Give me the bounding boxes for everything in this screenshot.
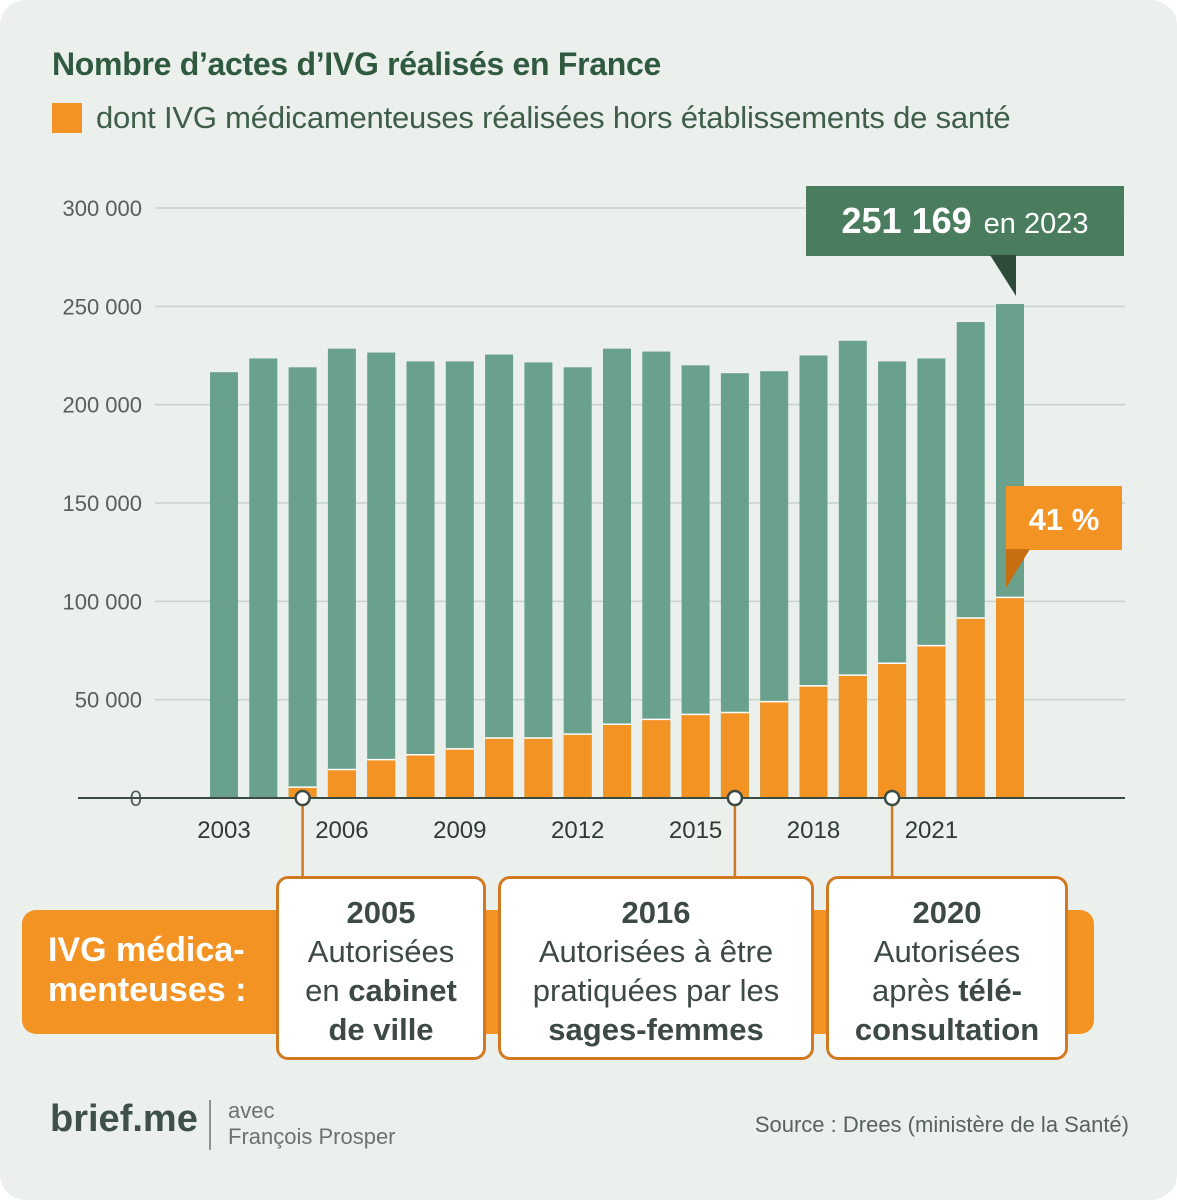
callout-year: 2005 bbox=[346, 895, 416, 930]
callout-line: après bbox=[872, 973, 959, 1008]
footer-author: avec François Prosper bbox=[228, 1098, 396, 1150]
total-suffix: en 2023 bbox=[984, 208, 1089, 240]
bar-outside bbox=[917, 645, 946, 798]
bar-total bbox=[445, 361, 474, 798]
brand-logo: brief.me bbox=[50, 1098, 198, 1140]
bar-outside bbox=[327, 769, 356, 798]
callout-bold: sages-femmes bbox=[548, 1012, 764, 1047]
y-tick-label: 300 000 bbox=[62, 196, 142, 221]
bar-total bbox=[563, 367, 592, 798]
x-tick-label: 2006 bbox=[315, 817, 368, 844]
x-tick-label: 2009 bbox=[433, 817, 486, 844]
legend-label: dont IVG médicamenteuses réalisées hors … bbox=[96, 100, 1011, 135]
callout-2020: 2020 Autorisées après télé- consultation bbox=[826, 876, 1068, 1060]
total-value: 251 169 bbox=[842, 200, 972, 241]
source-note: Source : Drees (ministère de la Santé) bbox=[754, 1112, 1129, 1137]
callout-2005: 2005 Autorisées en cabinet de ville bbox=[276, 876, 486, 1060]
y-tick-label: 250 000 bbox=[62, 294, 142, 319]
callout-bold: télé- bbox=[958, 973, 1022, 1008]
y-tick-label: 100 000 bbox=[62, 589, 142, 614]
callout-bold: de ville bbox=[328, 1012, 434, 1047]
chart-title: Nombre d’actes d’IVG réalisés en France bbox=[52, 46, 662, 82]
bar-outside bbox=[996, 597, 1024, 798]
connector-dot bbox=[726, 789, 744, 807]
legend-swatch-orange bbox=[52, 103, 82, 133]
bar-outside bbox=[367, 759, 396, 798]
y-tick-label: 200 000 bbox=[62, 393, 142, 418]
x-tick-label: 2021 bbox=[905, 817, 958, 844]
callout-year: 2020 bbox=[912, 895, 982, 930]
x-tick-label: 2018 bbox=[787, 817, 840, 844]
bar-outside bbox=[799, 685, 828, 798]
share-callout-pointer bbox=[1006, 549, 1030, 588]
bar-total bbox=[485, 354, 514, 798]
total-callout-box bbox=[806, 186, 1124, 256]
bar-outside bbox=[956, 618, 985, 798]
connector-dot bbox=[883, 789, 901, 807]
total-callout-text: 251 169 en 2023 bbox=[842, 200, 1089, 241]
bar-total bbox=[327, 348, 356, 798]
bar-outside bbox=[760, 701, 789, 798]
bar-total bbox=[406, 361, 435, 798]
bar-outside bbox=[603, 724, 631, 798]
author-line: François Prosper bbox=[228, 1124, 396, 1149]
bar-outside bbox=[878, 663, 907, 798]
bar-total bbox=[249, 358, 278, 798]
total-callout-pointer bbox=[990, 255, 1016, 296]
callout-line: pratiquées par les bbox=[532, 973, 780, 1008]
bar-outside bbox=[485, 738, 514, 798]
callout-bold: consultation bbox=[854, 1012, 1040, 1047]
x-tick-label: 2003 bbox=[197, 817, 250, 844]
bar-outside bbox=[838, 675, 867, 798]
x-tick-label: 2015 bbox=[669, 817, 722, 844]
y-tick-label: 50 000 bbox=[75, 688, 142, 713]
callout-line: Autorisées bbox=[307, 934, 455, 969]
callout-line: en bbox=[305, 973, 349, 1008]
bar-outside bbox=[563, 734, 592, 798]
callout-line: Autorisées bbox=[873, 934, 1021, 969]
y-tick-label: 150 000 bbox=[62, 491, 142, 516]
bar-outside bbox=[681, 714, 710, 798]
callout-line: Autorisées à être bbox=[538, 934, 774, 969]
bar-outside bbox=[720, 712, 749, 798]
share-callout-text: 41 % bbox=[1029, 502, 1100, 537]
author-line: avec bbox=[228, 1098, 275, 1123]
callout-year: 2016 bbox=[621, 895, 691, 930]
bar-outside bbox=[406, 754, 435, 798]
bar-outside bbox=[445, 748, 474, 798]
bar-total bbox=[288, 367, 317, 798]
bar-total bbox=[210, 372, 238, 798]
bar-outside bbox=[524, 738, 553, 798]
legend: dont IVG médicamenteuses réalisées hors … bbox=[52, 100, 1011, 136]
callout-bold: cabinet bbox=[348, 973, 457, 1008]
bar-outside bbox=[642, 719, 671, 798]
bar-total bbox=[367, 352, 396, 798]
bar-total bbox=[524, 362, 553, 798]
share-callout-box bbox=[1006, 486, 1122, 550]
x-tick-label: 2012 bbox=[551, 817, 604, 844]
footer-divider bbox=[209, 1100, 211, 1150]
bar-total bbox=[603, 348, 631, 798]
band-label: IVG médica-menteuses : bbox=[48, 931, 247, 1009]
connector-dot bbox=[294, 789, 311, 807]
callout-2016: 2016 Autorisées à être pratiquées par le… bbox=[498, 876, 814, 1060]
